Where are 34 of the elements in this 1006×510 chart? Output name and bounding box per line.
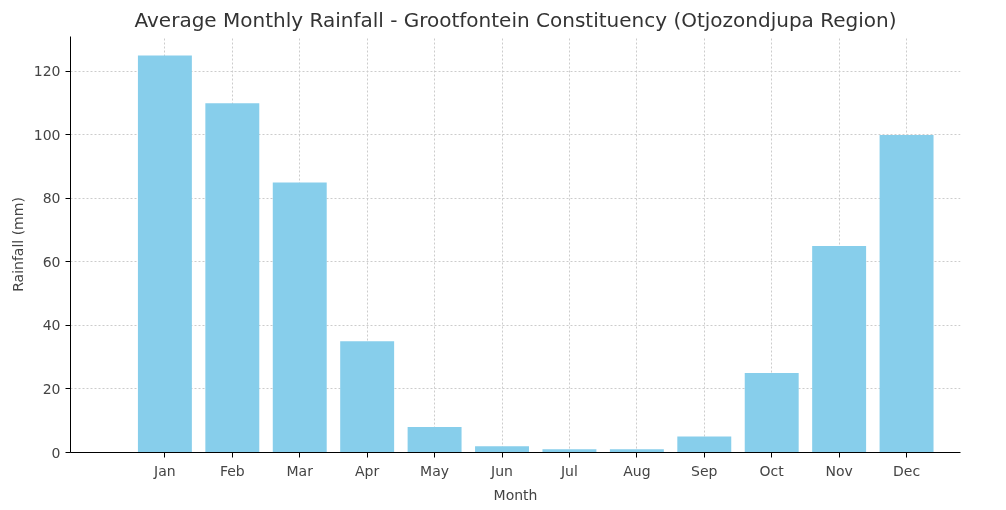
- y-tick-label: 60: [42, 253, 61, 270]
- x-tick-label: Jun: [490, 462, 513, 479]
- bar: [340, 341, 395, 453]
- bar: [205, 103, 260, 453]
- x-tick-label: Nov: [825, 462, 853, 479]
- x-tick-label: Sep: [691, 462, 718, 479]
- bar: [542, 449, 597, 453]
- bar: [812, 246, 867, 453]
- y-tick-label: 120: [33, 63, 61, 80]
- chart-title: Average Monthly Rainfall - Grootfontein Constituency (Otjozondjupa Region): [134, 7, 897, 32]
- bar: [475, 446, 529, 453]
- bar: [879, 134, 934, 453]
- bar: [677, 436, 732, 453]
- x-tick-label: Jul: [559, 462, 578, 479]
- x-tick-label: Oct: [759, 462, 785, 479]
- x-tick-label: Mar: [286, 462, 314, 479]
- x-tick-label: Apr: [355, 462, 380, 479]
- x-tick-label: Feb: [219, 462, 245, 479]
- x-axis-title: Month: [493, 486, 538, 503]
- x-tick-label: Aug: [623, 462, 651, 479]
- x-tick-label: May: [420, 462, 450, 479]
- y-axis-title: Rainfall (mm): [9, 197, 26, 292]
- y-tick-label: 20: [42, 380, 61, 397]
- y-tick-label: 40: [42, 317, 61, 334]
- bar: [272, 182, 327, 453]
- bar: [407, 427, 462, 453]
- bar: [744, 373, 799, 453]
- x-tick-label: Dec: [893, 462, 921, 479]
- x-tick-label: Jan: [153, 462, 176, 479]
- bar: [609, 449, 664, 453]
- y-tick-label: 100: [33, 126, 61, 143]
- y-tick-label: 80: [42, 190, 61, 207]
- bar: [137, 55, 192, 453]
- y-tick-label: 0: [51, 444, 61, 461]
